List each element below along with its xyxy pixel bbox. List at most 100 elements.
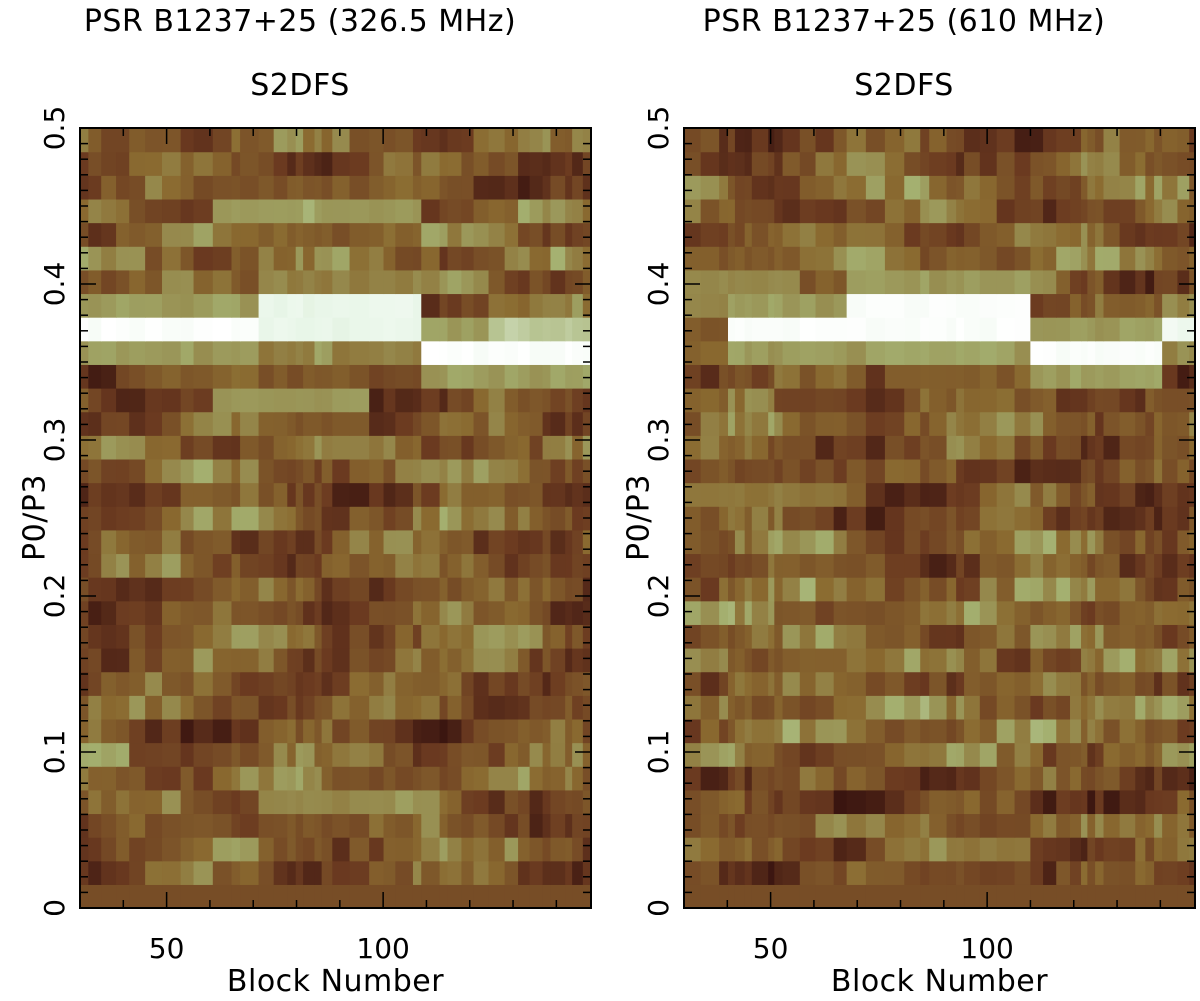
heatmap-cell — [383, 364, 396, 389]
heatmap-cell — [833, 293, 848, 318]
heatmap-cell — [1119, 553, 1136, 578]
x-tick-label: 100 — [356, 932, 409, 965]
heatmap-cell — [303, 600, 316, 625]
heatmap-cell — [129, 624, 146, 649]
heatmap-cell — [101, 648, 117, 673]
heatmap-cell — [768, 789, 775, 815]
heatmap-cell — [979, 151, 998, 176]
heatmap-cell — [240, 789, 260, 815]
heatmap-cell — [1014, 648, 1031, 673]
heatmap-cell — [1162, 222, 1179, 247]
heatmap-cell — [815, 742, 835, 767]
heatmap-cell — [88, 695, 102, 720]
heatmap-cell — [303, 695, 316, 720]
heatmap-cell — [582, 222, 591, 247]
heatmap-cell — [1081, 553, 1088, 578]
heatmap-cell — [369, 624, 385, 649]
heatmap-cell — [1043, 340, 1057, 365]
heatmap-cell — [996, 600, 1016, 625]
heatmap-cell — [744, 364, 753, 389]
heatmap-cell — [395, 648, 414, 673]
heatmap-cell — [488, 435, 506, 460]
heatmap-cell — [412, 198, 422, 224]
heatmap-cell — [768, 435, 775, 460]
heatmap-cell — [332, 648, 351, 673]
heatmap-cell — [369, 529, 385, 555]
heatmap-cell — [572, 340, 584, 365]
heatmap-cell — [504, 340, 519, 365]
heatmap-cell — [1014, 411, 1031, 436]
heatmap-cell — [88, 175, 102, 200]
heatmap-cell — [815, 624, 835, 649]
heatmap-cell — [383, 175, 396, 200]
heatmap-cell — [116, 175, 130, 200]
heatmap-cell — [904, 884, 921, 909]
heatmap-cell — [904, 269, 921, 295]
heatmap-cell — [395, 766, 414, 791]
heatmap-cell — [1162, 435, 1179, 460]
heatmap-cell — [145, 766, 163, 791]
heatmap-cell — [774, 742, 784, 767]
heatmap-cell — [504, 151, 519, 176]
heatmap-cell — [946, 837, 957, 862]
heatmap-cell — [518, 837, 531, 862]
heatmap-cell — [421, 246, 441, 271]
heatmap-cell — [80, 246, 89, 271]
heatmap-cell — [1056, 600, 1071, 625]
heatmap-cell — [212, 175, 233, 200]
x-tick-label: 50 — [753, 932, 789, 965]
y-tick-label: 0 — [642, 899, 675, 917]
heatmap-cell — [321, 789, 333, 815]
heatmap-cell — [956, 577, 965, 602]
heatmap-cell — [395, 577, 414, 602]
heatmap-cell — [734, 718, 746, 744]
heatmap-cell — [421, 411, 441, 436]
heatmap-cell — [865, 884, 886, 909]
heatmap-cell — [488, 411, 506, 436]
heatmap-cell — [1056, 458, 1071, 484]
heatmap-cell — [1070, 577, 1082, 602]
heatmap-cell — [929, 458, 948, 484]
heatmap-cell — [1135, 742, 1146, 767]
heatmap-cell — [1030, 222, 1044, 247]
heatmap-cell — [258, 246, 275, 271]
heatmap-cell — [303, 364, 316, 389]
heatmap-cell — [231, 742, 241, 767]
heatmap-cell — [1014, 813, 1031, 838]
heatmap-cell — [529, 435, 544, 460]
heatmap-cell — [550, 128, 566, 153]
heatmap-cell — [421, 884, 441, 909]
heatmap-cell — [542, 458, 552, 484]
heatmap-cell — [1030, 648, 1044, 673]
heatmap-cell — [774, 789, 784, 815]
heatmap-cell — [684, 293, 702, 318]
heatmap-cell — [572, 435, 584, 460]
heatmap-cell — [734, 317, 746, 342]
heatmap-cell — [383, 671, 396, 696]
heatmap-cell — [461, 151, 475, 176]
heatmap-cell — [700, 151, 720, 176]
heatmap-cell — [1145, 695, 1155, 720]
heatmap-cell — [88, 577, 102, 602]
heatmap-cell — [518, 151, 531, 176]
heatmap-cell — [461, 766, 475, 791]
heatmap-cell — [180, 317, 195, 342]
heatmap-cell — [833, 884, 848, 909]
heatmap-cell — [461, 246, 475, 271]
heatmap-cell — [488, 789, 506, 815]
heatmap-cell — [1030, 813, 1044, 838]
heatmap-cell — [768, 151, 775, 176]
heatmap-cell — [1070, 458, 1082, 484]
heatmap-cell — [504, 884, 519, 909]
heatmap-cell — [447, 695, 463, 720]
heatmap-cell — [447, 222, 463, 247]
heatmap-cell — [996, 269, 1016, 295]
heatmap-cell — [88, 293, 102, 318]
heatmap-cell — [1145, 458, 1155, 484]
heatmap-cell — [946, 624, 957, 649]
heatmap-cell — [1162, 884, 1179, 909]
heatmap-cell — [550, 529, 566, 555]
heatmap-cell — [996, 435, 1016, 460]
heatmap-cell — [684, 506, 702, 531]
heatmap-cell — [295, 317, 304, 342]
